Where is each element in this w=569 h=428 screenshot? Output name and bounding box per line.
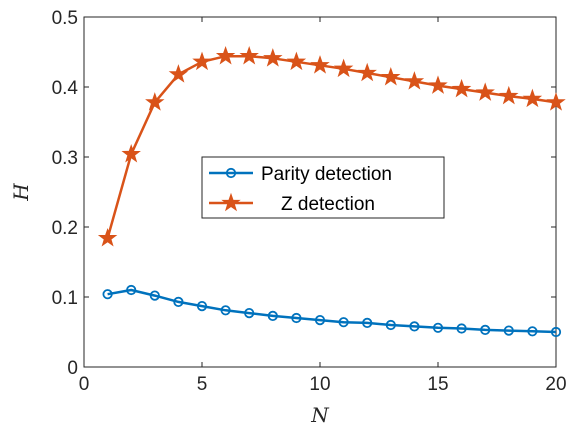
x-tick-label: 5	[197, 374, 208, 395]
data-point	[432, 322, 444, 333]
data-point	[126, 284, 137, 296]
x-tick-label: 0	[79, 374, 90, 395]
legend-marker	[225, 167, 237, 179]
data-point	[550, 326, 562, 338]
x-tick-label: 15	[427, 374, 448, 395]
legend-marker	[221, 192, 241, 212]
data-point	[215, 45, 236, 65]
data-point	[291, 312, 302, 324]
data-point	[409, 321, 420, 332]
data-point	[267, 310, 278, 321]
y-tick-label: 0.5	[52, 8, 78, 29]
data-point	[527, 326, 538, 337]
x-tick-label: 20	[545, 374, 566, 395]
data-point	[503, 325, 514, 336]
legend-entry: Z detection	[209, 192, 375, 215]
y-axis-label: H	[9, 183, 33, 202]
data-point	[522, 88, 543, 108]
legend-box	[201, 156, 445, 219]
data-point	[480, 324, 491, 335]
data-point	[286, 51, 307, 71]
data-point	[244, 307, 255, 319]
data-point	[263, 48, 283, 67]
y-tick-label: 0.3	[52, 148, 78, 169]
data-point	[220, 305, 231, 316]
data-point	[173, 296, 184, 307]
data-point	[428, 75, 448, 94]
x-axis-label: N	[310, 403, 330, 427]
legend: Parity detection Z detection	[201, 156, 445, 219]
data-point	[121, 143, 141, 163]
y-tick-label: 0.4	[52, 78, 79, 99]
data-point	[239, 45, 259, 65]
data-point	[196, 300, 208, 312]
data-point	[97, 227, 118, 247]
data-point	[149, 290, 160, 301]
legend-label: Z detection	[281, 194, 375, 215]
x-tick-label: 10	[309, 374, 330, 395]
data-point	[338, 317, 349, 328]
axes: 0 5 10 15 20 0 0.1 0.2 0.3 0.4 0.5	[52, 8, 567, 395]
y-tick-label: 0	[67, 358, 78, 379]
data-point	[357, 62, 377, 82]
y-tick-label: 0.2	[52, 218, 78, 239]
data-point	[499, 85, 519, 105]
data-point	[385, 319, 396, 331]
series-1	[102, 284, 562, 338]
data-point	[145, 92, 165, 111]
data-point	[310, 55, 330, 74]
legend-label: Parity detection	[261, 164, 392, 185]
data-point	[381, 66, 401, 86]
data-point	[102, 289, 113, 300]
data-point	[546, 92, 566, 111]
y-tick-label: 0.1	[52, 288, 78, 309]
data-point	[314, 314, 326, 326]
data-point	[475, 82, 495, 101]
data-point	[456, 323, 467, 334]
data-point	[333, 58, 354, 78]
data-point	[451, 78, 472, 98]
legend-entry: Parity detection	[209, 164, 392, 185]
data-point	[404, 71, 425, 90]
series-2	[97, 45, 566, 247]
data-point	[192, 51, 212, 71]
data-point	[362, 317, 373, 328]
data-point	[168, 64, 189, 83]
series-layer	[97, 45, 566, 338]
